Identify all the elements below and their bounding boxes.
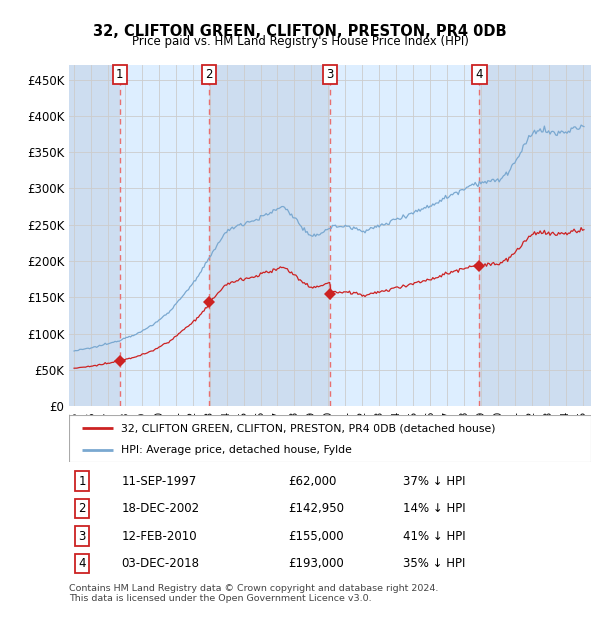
Text: £155,000: £155,000	[288, 529, 344, 542]
Text: 03-DEC-2018: 03-DEC-2018	[121, 557, 199, 570]
Text: 37% ↓ HPI: 37% ↓ HPI	[403, 474, 466, 487]
Text: 14% ↓ HPI: 14% ↓ HPI	[403, 502, 466, 515]
Text: This data is licensed under the Open Government Licence v3.0.: This data is licensed under the Open Gov…	[69, 594, 371, 603]
Text: Contains HM Land Registry data © Crown copyright and database right 2024.: Contains HM Land Registry data © Crown c…	[69, 584, 439, 593]
Text: 1: 1	[78, 474, 86, 487]
Text: HPI: Average price, detached house, Fylde: HPI: Average price, detached house, Fyld…	[121, 445, 352, 455]
Text: 4: 4	[476, 68, 483, 81]
Text: 32, CLIFTON GREEN, CLIFTON, PRESTON, PR4 0DB (detached house): 32, CLIFTON GREEN, CLIFTON, PRESTON, PR4…	[121, 423, 496, 433]
Text: £193,000: £193,000	[288, 557, 344, 570]
Text: 3: 3	[79, 529, 86, 542]
Text: £62,000: £62,000	[288, 474, 337, 487]
Text: Price paid vs. HM Land Registry's House Price Index (HPI): Price paid vs. HM Land Registry's House …	[131, 35, 469, 48]
Text: 3: 3	[326, 68, 334, 81]
Text: 18-DEC-2002: 18-DEC-2002	[121, 502, 199, 515]
Text: 4: 4	[78, 557, 86, 570]
Text: 11-SEP-1997: 11-SEP-1997	[121, 474, 196, 487]
Bar	[120, 65, 209, 406]
Text: 41% ↓ HPI: 41% ↓ HPI	[403, 529, 466, 542]
Text: £142,950: £142,950	[288, 502, 344, 515]
Text: 1: 1	[116, 68, 124, 81]
Text: 32, CLIFTON GREEN, CLIFTON, PRESTON, PR4 0DB: 32, CLIFTON GREEN, CLIFTON, PRESTON, PR4…	[93, 24, 507, 38]
Text: 2: 2	[78, 502, 86, 515]
Bar	[479, 65, 591, 406]
Text: 2: 2	[205, 68, 213, 81]
Bar	[209, 65, 331, 406]
Text: 12-FEB-2010: 12-FEB-2010	[121, 529, 197, 542]
Bar	[331, 65, 479, 406]
Text: 35% ↓ HPI: 35% ↓ HPI	[403, 557, 466, 570]
Bar	[69, 65, 120, 406]
